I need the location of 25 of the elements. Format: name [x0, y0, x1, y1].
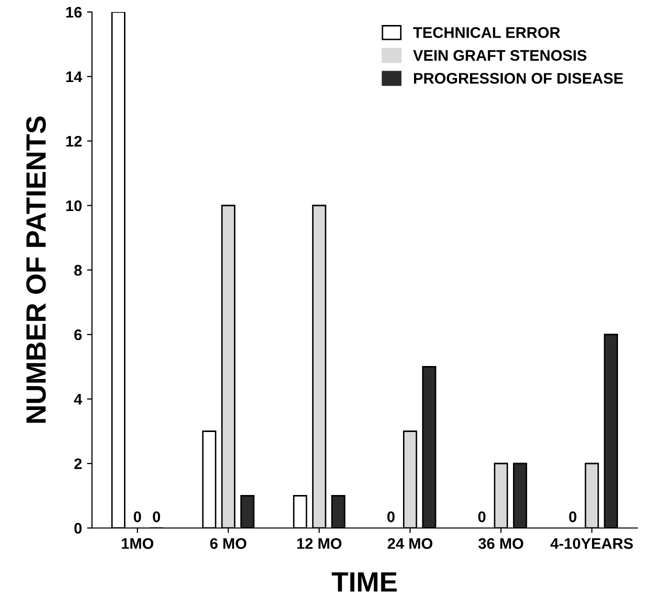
- data-label: 0: [387, 511, 395, 522]
- data-label: 0: [134, 511, 142, 522]
- legend-label: VEIN GRAFT STENOSIS: [413, 50, 586, 61]
- y-tick-label: 4: [74, 394, 82, 405]
- data-label: 0: [569, 511, 576, 522]
- x-tick-label: 12 MO: [297, 538, 342, 549]
- x-tick-label: 24 MO: [388, 538, 432, 549]
- y-tick-label: 6: [74, 329, 82, 340]
- y-tick-label: 8: [74, 264, 82, 276]
- y-tick-label: 10: [66, 200, 82, 212]
- y-tick-label: 2: [74, 458, 82, 470]
- x-tick-label: 4-10YEARS: [550, 538, 633, 549]
- data-label: 0: [478, 511, 486, 522]
- y-tick-label: 14: [66, 72, 82, 82]
- y-tick-label: 0: [74, 522, 82, 534]
- legend-label: PROGRESSION OF DISEASE: [414, 72, 623, 84]
- x-tick-label: 6 MO: [210, 538, 246, 549]
- y-tick-label: 16: [66, 6, 82, 18]
- x-axis-title: TIME: [332, 572, 397, 592]
- x-tick-label: 1MO: [122, 538, 154, 549]
- legend-label: TECHNICAL ERROR: [413, 27, 560, 38]
- data-label: 0: [152, 511, 160, 522]
- x-tick-label: 36 MO: [478, 538, 524, 549]
- y-tick-label: 12: [66, 136, 82, 147]
- y-axis-title: NUMBER OF PATIENTS: [26, 116, 46, 423]
